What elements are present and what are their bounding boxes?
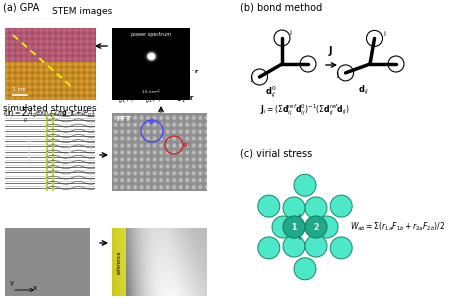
Text: $P_{g1}(\mathbf{r}) = P^*_{g1}(\mathbf{r}) - 2\pi\mathbf{g}_1\cdot\mathbf{r}$: $P_{g1}(\mathbf{r}) = P^*_{g1}(\mathbf{r…: [125, 67, 200, 79]
Text: $W_{ab} = \Sigma(r_{1a}F_{1b}+r_{2a}F_{2b})/2$: $W_{ab} = \Sigma(r_{1a}F_{1b}+r_{2a}F_{2…: [350, 221, 445, 233]
Text: $\mathbf{d}_{ij}$: $\mathbf{d}_{ij}$: [358, 84, 370, 97]
Text: 1.5 nm$^{-1}$: 1.5 nm$^{-1}$: [141, 88, 161, 97]
Text: j: j: [250, 76, 253, 82]
Text: $\mathbf{J}$: $\mathbf{J}$: [328, 44, 334, 58]
Text: $\mathbf{d}^0_{ij}$: $\mathbf{d}^0_{ij}$: [265, 84, 277, 99]
Text: $\partial P_{g1}/\partial x$: $\partial P_{g1}/\partial x$: [32, 66, 60, 79]
Text: power spectrum: power spectrum: [131, 32, 171, 37]
Text: 2: 2: [313, 223, 319, 231]
Text: simulated structures: simulated structures: [3, 104, 97, 113]
Text: STEM images: STEM images: [52, 7, 112, 16]
Circle shape: [272, 216, 294, 238]
Text: x: x: [33, 285, 37, 291]
Circle shape: [294, 258, 316, 280]
Circle shape: [283, 216, 305, 238]
Circle shape: [305, 197, 327, 219]
Text: 1: 1: [292, 223, 297, 231]
Text: (a) GPA: (a) GPA: [3, 2, 39, 12]
Circle shape: [283, 197, 305, 219]
Text: reference: reference: [117, 250, 121, 274]
Text: y: y: [10, 280, 14, 286]
Text: $\mathbf{g}_2$: $\mathbf{g}_2$: [147, 118, 156, 126]
Circle shape: [305, 235, 327, 257]
Text: 1 nm: 1 nm: [13, 87, 26, 92]
Text: i: i: [383, 31, 385, 37]
Text: $P_{g1}(\mathbf{r}) = P^*_{g1}(\mathbf{r}) - 2\pi\mathbf{g}_1\cdot\mathbf{r}$: $P_{g1}(\mathbf{r}) = P^*_{g1}(\mathbf{r…: [115, 92, 194, 107]
Circle shape: [330, 195, 352, 217]
Text: (c) virial stress: (c) virial stress: [240, 149, 312, 159]
Bar: [112, 228, 126, 296]
Text: j: j: [337, 72, 338, 78]
Text: FFT: FFT: [116, 116, 130, 122]
Circle shape: [258, 237, 280, 259]
Text: (b) bond method: (b) bond method: [240, 2, 322, 12]
Text: unstrained: unstrained: [27, 139, 33, 165]
Text: strained: strained: [67, 142, 73, 162]
Circle shape: [316, 216, 338, 238]
Text: $\mathbf{J}_i = (\Sigma\mathbf{d}^{ref}_{ij}\mathbf{d}^0_{ij})^{-1}(\Sigma\mathb: $\mathbf{J}_i = (\Sigma\mathbf{d}^{ref}_…: [260, 102, 350, 118]
Circle shape: [330, 237, 352, 259]
Circle shape: [294, 174, 316, 196]
Text: $I(\mathbf{r}) = \sum_g A_g\exp\{2\pi\mathbf{g}\cdot\mathbf{r} + iP_g\}$: $I(\mathbf{r}) = \sum_g A_g\exp\{2\pi\ma…: [3, 107, 96, 125]
Text: i: i: [289, 30, 291, 36]
Circle shape: [283, 235, 305, 257]
Text: $\mathbf{g}_1$: $\mathbf{g}_1$: [182, 141, 191, 149]
Circle shape: [305, 216, 327, 238]
Circle shape: [258, 195, 280, 217]
